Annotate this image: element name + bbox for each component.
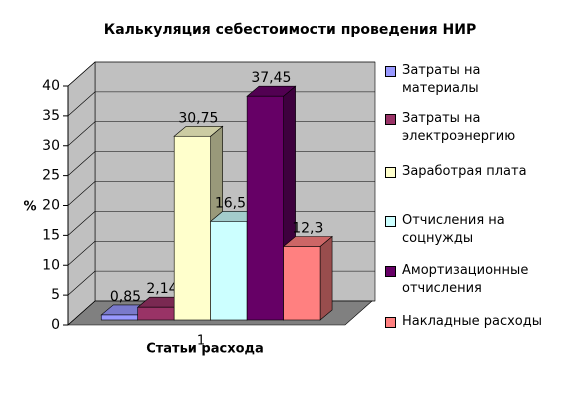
bar xyxy=(210,221,248,321)
grid-line xyxy=(67,121,96,146)
legend-item: Затраты на материалы xyxy=(383,62,573,98)
y-tick-label: 25 xyxy=(42,168,60,184)
legend-swatch xyxy=(385,114,396,125)
bar xyxy=(246,95,284,321)
legend-swatch xyxy=(385,167,396,178)
legend-swatch xyxy=(385,216,396,227)
legend-item: Амортизационные отчисления xyxy=(383,262,573,298)
value-label: 30,75 xyxy=(178,110,218,126)
legend-label: Амортизационные отчисления xyxy=(402,263,529,296)
legend-label: Накладные расходы xyxy=(402,314,543,329)
legend-label: Затраты на электроэнергию xyxy=(402,111,516,144)
legend-item: Затраты на электроэнергию xyxy=(383,110,573,146)
legend-item: Отчисления на соцнужды xyxy=(383,212,573,248)
chart-title: Калькуляция себестоимости проведения НИР xyxy=(104,22,477,38)
value-label: 0,85 xyxy=(110,289,141,305)
x-axis-label: Статьи расхода xyxy=(146,342,264,357)
grid-line xyxy=(67,270,96,296)
grid-line xyxy=(67,241,96,266)
value-label: 12,3 xyxy=(292,221,323,237)
y-tick-label: 30 xyxy=(42,138,60,154)
grid-line xyxy=(67,181,96,206)
grid-line xyxy=(67,211,96,236)
bar xyxy=(283,246,321,321)
legend-label: Заработрая плата xyxy=(402,164,527,179)
legend-swatch xyxy=(385,317,396,328)
y-tick-label: 35 xyxy=(42,108,60,124)
legend-label: Отчисления на соцнужды xyxy=(402,213,505,246)
y-tick-label: 20 xyxy=(42,198,60,214)
grid-line xyxy=(67,91,96,117)
value-label: 16,51 xyxy=(215,195,255,211)
bar xyxy=(137,306,175,321)
y-tick-label: 0 xyxy=(51,317,60,333)
legend-label: Затраты на материалы xyxy=(402,63,481,96)
y-axis-label: % xyxy=(23,200,36,215)
grid-line xyxy=(67,151,96,176)
legend-swatch xyxy=(385,66,396,77)
bar xyxy=(100,314,139,321)
legend-swatch xyxy=(385,266,396,277)
bars: 1 0,85 2,14 30,75 16,51 37,45 12,3 xyxy=(100,70,333,349)
value-label: 2,14 xyxy=(146,281,177,297)
x-tick-label: 1 xyxy=(197,334,205,349)
bar-side xyxy=(319,235,333,321)
legend-item: Заработрая плата xyxy=(383,163,573,181)
value-label: 37,45 xyxy=(251,70,291,86)
legend-item: Накладные расходы xyxy=(383,313,573,331)
bar xyxy=(173,135,211,321)
y-tick-label: 10 xyxy=(42,257,60,273)
y-tick-label: 40 xyxy=(42,78,60,94)
y-tick-label: 5 xyxy=(51,287,60,303)
y-tick-label: 15 xyxy=(42,227,60,243)
grid-line xyxy=(67,300,96,326)
grid-line xyxy=(67,61,96,87)
